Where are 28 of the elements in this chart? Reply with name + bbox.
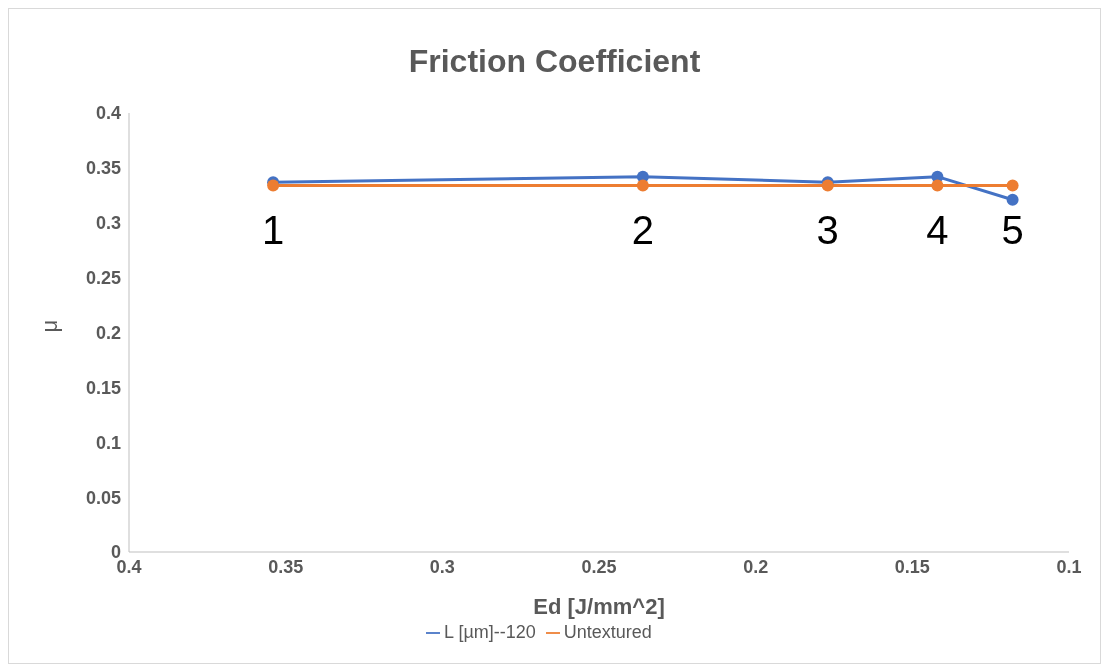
- y-tick-label: 0.4: [95, 103, 121, 124]
- x-tick-label: 0.15: [894, 556, 930, 577]
- annotation: 2: [631, 207, 654, 252]
- chart-title: Friction Coefficient: [407, 42, 702, 81]
- y-tick-label: 0.2: [95, 322, 121, 343]
- x-tick-label: 0.35: [268, 556, 304, 577]
- annotation: 4: [926, 207, 949, 252]
- y-tick-label: 0.05: [85, 487, 121, 508]
- x-tick-label: 0.3: [429, 556, 455, 577]
- y-axis-title: μ: [36, 319, 62, 333]
- point: [1006, 179, 1019, 192]
- point: [931, 179, 944, 192]
- x-axis-title: Ed [J/mm^2]: [533, 594, 665, 619]
- point: [636, 179, 649, 192]
- y-tick-label: 0.25: [85, 268, 121, 289]
- annotation: 3: [816, 207, 839, 252]
- legend-label: L [µm]--120: [444, 622, 536, 642]
- y-tick-label: 0.3: [95, 213, 121, 234]
- y-tick-label: 0.15: [85, 377, 121, 398]
- x-tick-label: 0.1: [1056, 556, 1082, 577]
- point: [1006, 193, 1019, 206]
- annotation: 5: [1001, 207, 1024, 252]
- x-tick-label: 0.25: [581, 556, 617, 577]
- y-tick-label: 0.1: [95, 432, 121, 453]
- legend-label: Untextured: [563, 622, 652, 642]
- x-tick-label: 0.2: [743, 556, 769, 577]
- y-tick-label: 0.35: [85, 158, 121, 179]
- annotation: 1: [262, 207, 285, 252]
